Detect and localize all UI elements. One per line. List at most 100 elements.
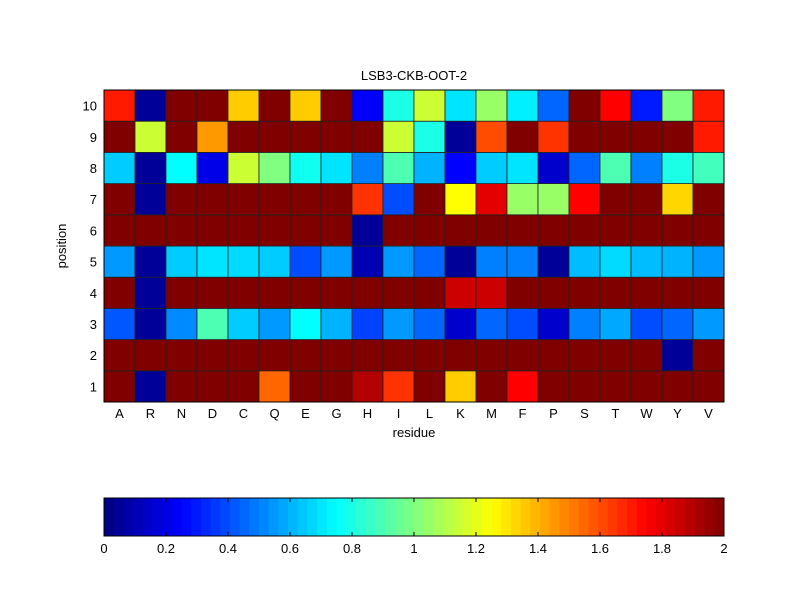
heatmap-cell-S-9 [568, 120, 601, 153]
heatmap-cell-W-10 [630, 89, 663, 122]
heatmap-cell-R-5 [134, 245, 167, 278]
heatmap-cell-C-6 [227, 214, 260, 247]
colorbar-segment [336, 498, 347, 536]
colorbar-segment [675, 498, 686, 536]
heatmap-cell-F-3 [506, 307, 539, 340]
heatmap-cell-Y-10 [661, 89, 694, 122]
heatmap-cell-D-9 [196, 120, 229, 153]
heatmap-cell-Q-3 [258, 307, 291, 340]
heatmap-cell-D-6 [196, 214, 229, 247]
colorbar-segment [569, 498, 580, 536]
heatmap-cell-C-7 [227, 183, 260, 216]
heatmap-cell-E-1 [289, 370, 322, 403]
colorbar-segment [317, 498, 328, 536]
colorbar-segment [104, 498, 115, 536]
y-tick-label: 4 [90, 286, 97, 301]
colorbar-tick-label: 1.2 [467, 541, 485, 556]
heatmap-cell-D-7 [196, 183, 229, 216]
heatmap-cell-W-2 [630, 339, 663, 372]
colorbar-segment [520, 498, 531, 536]
heatmap-cell-E-3 [289, 307, 322, 340]
y-tick-label: 5 [90, 255, 97, 270]
heatmap-cell-H-2 [351, 339, 384, 372]
colorbar-segment [694, 498, 706, 536]
heatmap-cell-H-1 [351, 370, 384, 403]
heatmap-cell-S-6 [568, 214, 601, 247]
heatmap-cell-M-9 [475, 120, 508, 153]
y-tick-label: 2 [90, 348, 97, 363]
colorbar-segment [152, 498, 163, 536]
heatmap-cell-V-4 [692, 276, 725, 309]
heatmap-cell-C-1 [227, 370, 260, 403]
heatmap-cell-E-4 [289, 276, 322, 309]
heatmap-cell-I-1 [382, 370, 415, 403]
x-tick-label: N [177, 406, 186, 421]
colorbar-segment [259, 498, 270, 536]
heatmap-cell-H-7 [351, 183, 384, 216]
heatmap-cell-A-3 [103, 307, 136, 340]
x-tick-label: I [397, 406, 401, 421]
heatmap-cell-M-6 [475, 214, 508, 247]
colorbar-segment [510, 498, 522, 536]
colorbar [104, 498, 725, 536]
colorbar-segment [123, 498, 134, 536]
heatmap-cell-V-10 [692, 89, 725, 122]
heatmap-cell-I-4 [382, 276, 415, 309]
heatmap-cell-A-6 [103, 214, 136, 247]
heatmap-cell-T-1 [599, 370, 632, 403]
heatmap-cell-Y-3 [661, 307, 694, 340]
heatmap-cell-T-5 [599, 245, 632, 278]
heatmap-cell-T-2 [599, 339, 632, 372]
heatmap-cell-C-10 [227, 89, 260, 122]
heatmap-cell-W-4 [630, 276, 663, 309]
heatmap-cell-P-1 [537, 370, 570, 403]
heatmap-cell-Q-10 [258, 89, 291, 122]
heatmap-cell-V-8 [692, 151, 725, 184]
colorbar-segment [200, 498, 212, 536]
colorbar-segment [162, 498, 173, 536]
heatmap-cell-C-4 [227, 276, 260, 309]
x-tick-label: D [208, 406, 217, 421]
heatmap-cell-W-6 [630, 214, 663, 247]
colorbar-segment [307, 498, 318, 536]
colorbar-tick-label: 1 [410, 541, 417, 556]
y-tick-label: 6 [90, 223, 97, 238]
heatmap-cell-N-7 [165, 183, 198, 216]
colorbar-segment [181, 498, 192, 536]
heatmap-cell-R-9 [134, 120, 167, 153]
heatmap-cell-P-3 [537, 307, 570, 340]
heatmap-cell-E-7 [289, 183, 322, 216]
heatmap-cell-F-2 [506, 339, 539, 372]
heatmap-cell-I-6 [382, 214, 415, 247]
colorbar-segment [598, 498, 609, 536]
colorbar-segment [714, 498, 725, 536]
y-axis-label: position [54, 224, 69, 269]
heatmap-cell-L-9 [413, 120, 446, 153]
y-tick-labels: 1 2 3 4 5 6 7 8 9 10 [83, 99, 97, 395]
colorbar-segment [191, 498, 202, 536]
heatmap-cell-F-7 [506, 183, 539, 216]
x-tick-label: F [519, 406, 527, 421]
colorbar-segment [559, 498, 570, 536]
heatmap-cell-A-7 [103, 183, 136, 216]
heatmap-cell-C-5 [227, 245, 260, 278]
colorbar-segment [578, 498, 589, 536]
heatmap-cell-S-1 [568, 370, 601, 403]
colorbar-segment [249, 498, 260, 536]
heatmap-cell-T-9 [599, 120, 632, 153]
heatmap-cell-N-2 [165, 339, 198, 372]
heatmap-cell-I-2 [382, 339, 415, 372]
colorbar-tick-labels: 0 0.2 0.4 0.6 0.8 1 1.2 1.4 1.6 1.8 2 [100, 498, 728, 556]
heatmap-cell-N-4 [165, 276, 198, 309]
heatmap-cell-A-8 [103, 151, 136, 184]
heatmap-cell-R-1 [134, 370, 167, 403]
heatmap-cell-F-8 [506, 151, 539, 184]
x-tick-label: H [363, 406, 372, 421]
heatmap-cell-T-4 [599, 276, 632, 309]
heatmap-cell-E-9 [289, 120, 322, 153]
heatmap-cell-Q-1 [258, 370, 291, 403]
heatmap-cell-K-7 [444, 183, 477, 216]
colorbar-segment [229, 498, 241, 536]
x-tick-label: T [612, 406, 620, 421]
